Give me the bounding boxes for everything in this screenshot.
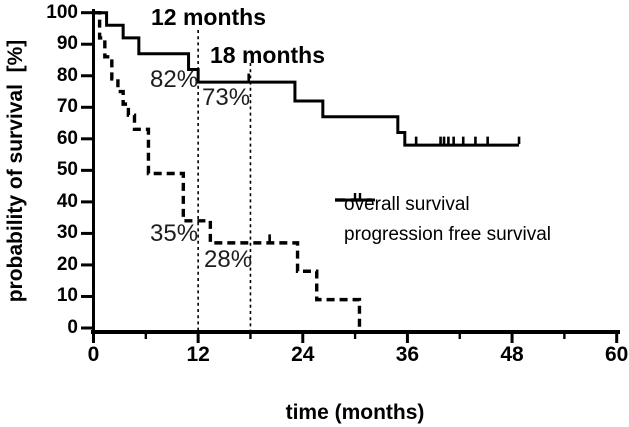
y-axis-title: probability of survival [%]: [4, 39, 27, 303]
y-tick-label-80: 80: [56, 64, 78, 86]
x-tick-label-12: 12: [186, 343, 210, 366]
curve-overall-survival: [93, 11, 520, 147]
y-tick-label-30: 30: [56, 222, 78, 244]
x-tick-label-48: 48: [500, 343, 524, 366]
dashed-line-sample-icon: [335, 193, 372, 202]
y-tick-label-50: 50: [56, 159, 78, 181]
annotation-pfs-28pct: 28%: [204, 246, 253, 273]
x-tick-label-24: 24: [291, 343, 315, 366]
annotation-12-months: 12 months: [151, 4, 267, 30]
legend-item-progression-free-survival: progression free survival: [332, 193, 551, 250]
x-tick-label-60: 60: [605, 343, 629, 366]
y-tick-label-100: 100: [46, 1, 78, 23]
x-axis-title: time (months): [285, 401, 425, 424]
x-tick-label-36: 36: [395, 343, 420, 366]
legend: overall survival progression free surviv…: [332, 190, 551, 250]
annotation-pfs-35pct: 35%: [150, 220, 199, 247]
y-tick-label-90: 90: [56, 33, 78, 55]
y-tick-label-20: 20: [56, 253, 78, 275]
curve-progression-free-survival: [93, 11, 362, 328]
y-tick-label-0: 0: [67, 317, 78, 338]
y-tick-label-40: 40: [56, 190, 78, 212]
y-tick-label-70: 70: [56, 96, 78, 118]
legend-label-overall-survival: overall survival: [344, 194, 470, 215]
annotation-overall-73pct: 73%: [202, 84, 251, 111]
legend-label-progression-free-survival: progression free survival: [344, 224, 551, 245]
y-tick-label-60: 60: [56, 127, 78, 149]
x-tick-label-0: 0: [87, 343, 100, 366]
annotation-overall-82pct: 82%: [150, 66, 199, 93]
y-tick-label-10: 10: [56, 285, 78, 307]
annotation-18-months: 18 months: [210, 42, 326, 68]
